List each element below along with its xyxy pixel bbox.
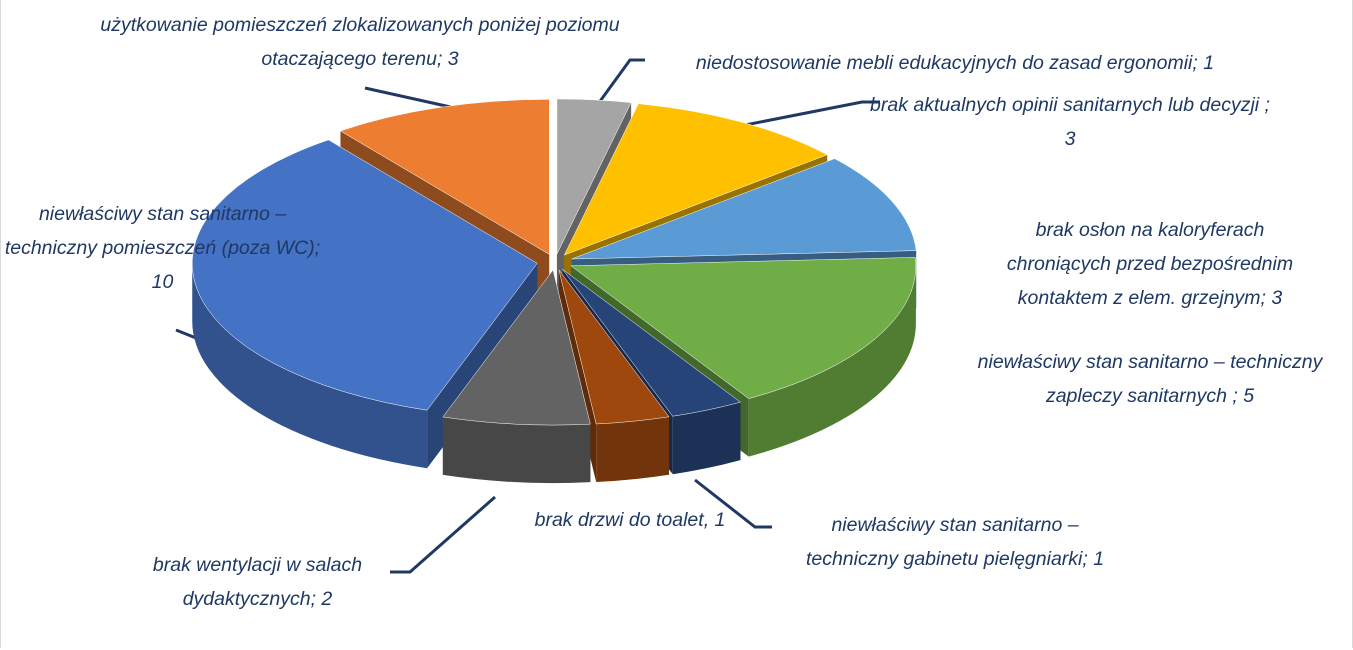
slice-wall <box>748 265 916 457</box>
leader-lines <box>175 58 880 574</box>
leader-line <box>694 478 772 529</box>
slice <box>339 99 550 255</box>
leader-line <box>739 100 880 128</box>
slice <box>442 269 591 426</box>
data-label: niewłaściwy stan sanitarno – techniczny … <box>977 351 1323 407</box>
leader-line <box>175 328 197 340</box>
slice <box>556 98 632 255</box>
slice <box>191 139 538 411</box>
data-label: użytkowanie pomieszczeń zlokalizowanych … <box>100 14 620 70</box>
data-label: niewłaściwy stan sanitarno – techniczny … <box>4 203 321 293</box>
data-label: brak drzwi do toalet, 1 <box>534 509 726 531</box>
data-label: niedostosowanie mebli edukacyjnych do za… <box>695 52 1215 74</box>
slice-wall <box>192 263 428 469</box>
slice <box>570 257 917 399</box>
slice-wall <box>596 416 670 482</box>
pie <box>191 98 917 484</box>
leader-line <box>390 495 496 574</box>
leader-line <box>596 58 645 105</box>
leader-line <box>364 86 456 110</box>
slice <box>558 269 670 425</box>
slice <box>563 103 828 256</box>
data-label: brak aktualnych opinii sanitarnych lub d… <box>870 94 1270 150</box>
slice <box>571 158 917 260</box>
slice-wall <box>672 402 741 475</box>
data-label: niewłaściwy stan sanitarno – techniczny … <box>805 514 1105 570</box>
data-label: brak wentylacji w salach dydaktycznych; … <box>152 554 363 610</box>
slice <box>562 269 741 417</box>
slice-wall <box>442 416 591 484</box>
data-label: brak osłon na kaloryferach chroniących p… <box>1006 219 1294 309</box>
